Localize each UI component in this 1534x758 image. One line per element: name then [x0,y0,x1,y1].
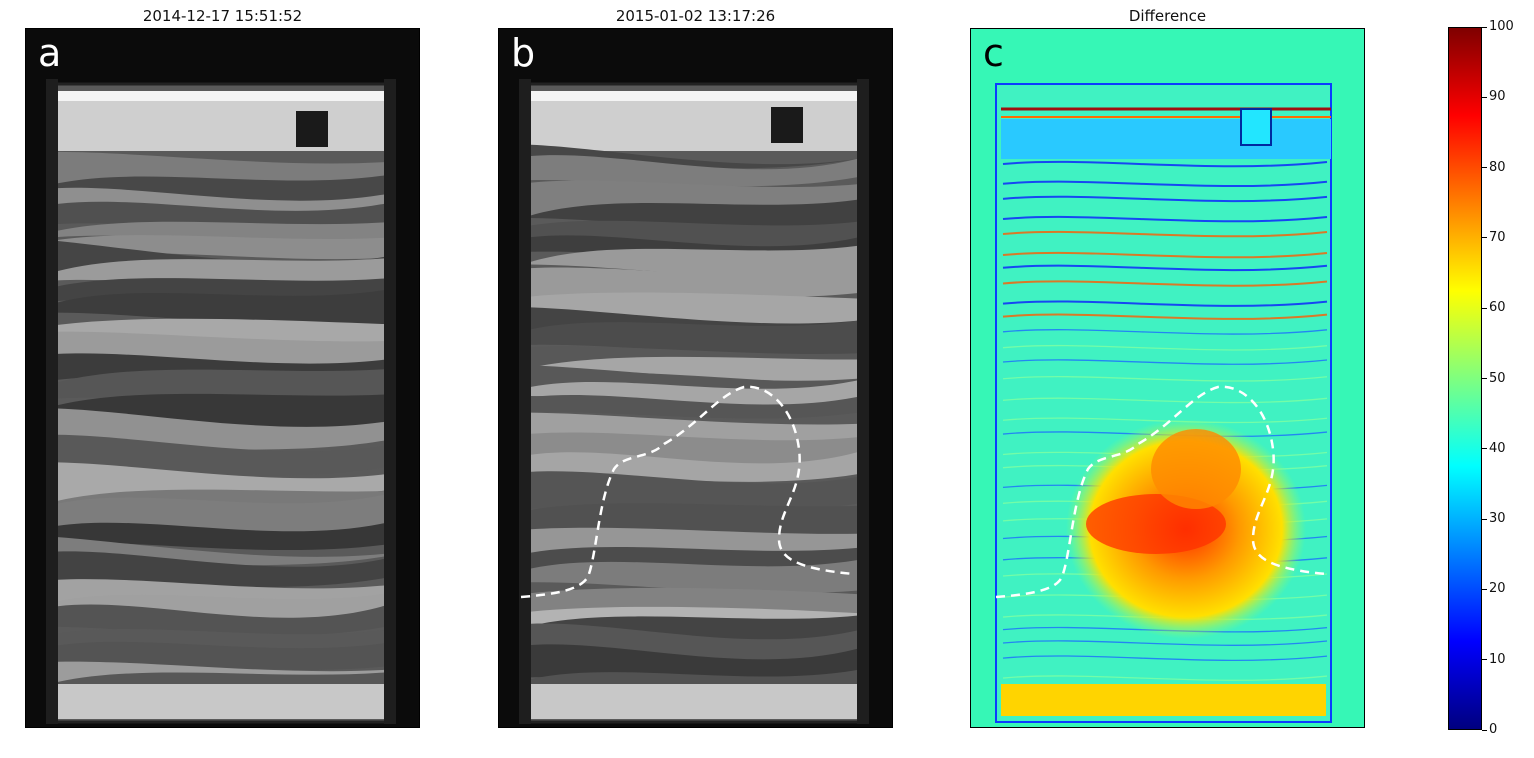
sediment-layer [58,522,384,551]
colorbar-tick [1482,167,1487,168]
panel-b-image: b [498,28,893,728]
sediment-layer [58,551,384,588]
sediment-layer [58,235,384,260]
difference-band [1002,230,1328,238]
difference-band [1002,264,1328,272]
difference-band [1002,251,1328,259]
difference-band [1002,675,1328,681]
colorbar-tick-label: 40 [1489,441,1506,456]
difference-band [1002,180,1328,188]
panel-b-title: 2015-01-02 13:17:26 [615,7,776,25]
colorbar-tick [1482,589,1487,590]
colorbar-tick-label: 30 [1489,511,1506,526]
sediment-layer [58,318,384,344]
sediment-layer [531,560,857,593]
difference-band [1002,329,1328,335]
colorbar-tick [1482,730,1487,731]
panel-a-image: a [25,28,420,728]
sediment-layer [58,393,384,432]
colorbar [1448,27,1482,730]
difference-band [1002,640,1328,646]
difference-band [1002,417,1328,424]
sediment-layer [531,380,857,407]
sediment-layer [58,593,384,624]
panel-a-photo [26,29,419,727]
colorbar-tick [1482,237,1487,238]
sediment-layer [58,175,384,203]
sediment-layer [531,356,857,384]
colorbar-tick [1482,448,1487,449]
panel-c-difference-map [971,29,1364,727]
sediment-layer [531,245,857,281]
colorbar-tick-label: 20 [1489,581,1506,596]
sediment-layer [58,434,384,479]
sediment-layers-b [531,144,857,696]
colorbar-tick-label: 70 [1489,230,1506,245]
panel-c-title: Difference [1128,7,1207,25]
sediment-layer [58,641,384,670]
difference-band [1002,375,1328,382]
colorbar-tick [1482,308,1487,309]
difference-band [1002,160,1328,168]
colorbar-tick-label: 100 [1489,19,1514,34]
panel-a-title: 2014-12-17 15:51:52 [142,7,303,25]
difference-band [1002,215,1328,223]
sediment-layer [58,290,384,327]
colorbar-tick-label: 10 [1489,652,1506,667]
sediment-layer [531,267,857,300]
difference-band [1002,313,1328,320]
sediment-layer [531,320,857,356]
colorbar-tick-label: 80 [1489,160,1506,175]
sediment-layers-a [58,151,384,711]
sediment-layer [531,394,857,419]
colorbar-tick [1482,27,1487,28]
colorbar-tick-label: 50 [1489,371,1506,386]
sediment-layer [531,471,857,511]
difference-band [1002,397,1328,404]
difference-band [1002,300,1328,307]
colorbar-tick [1482,378,1487,379]
colorbar-tick-label: 60 [1489,300,1506,315]
difference-band [1002,344,1328,351]
colorbar-tick [1482,519,1487,520]
colorbar-tick [1482,97,1487,98]
difference-band [1002,280,1328,287]
panel-b-letter: b [511,31,536,75]
sediment-layer [531,155,857,187]
sediment-layer [58,604,384,636]
colorbar-tick [1482,659,1487,660]
boundary-dashed-line-b [520,385,855,599]
panel-b-photo [499,29,892,727]
sediment-layer [531,615,857,644]
colorbar-tick-label: 90 [1489,89,1506,104]
sediment-layer [58,628,384,653]
panel-c-letter: c [983,31,1004,75]
difference-band [1002,655,1328,662]
panel-a-letter: a [38,31,62,75]
difference-band [1002,359,1328,365]
boundary-dashed-line-c [995,385,1327,599]
colorbar-tick-label: 0 [1489,722,1498,737]
panel-c-image: c [970,28,1365,728]
difference-band [1002,195,1328,203]
